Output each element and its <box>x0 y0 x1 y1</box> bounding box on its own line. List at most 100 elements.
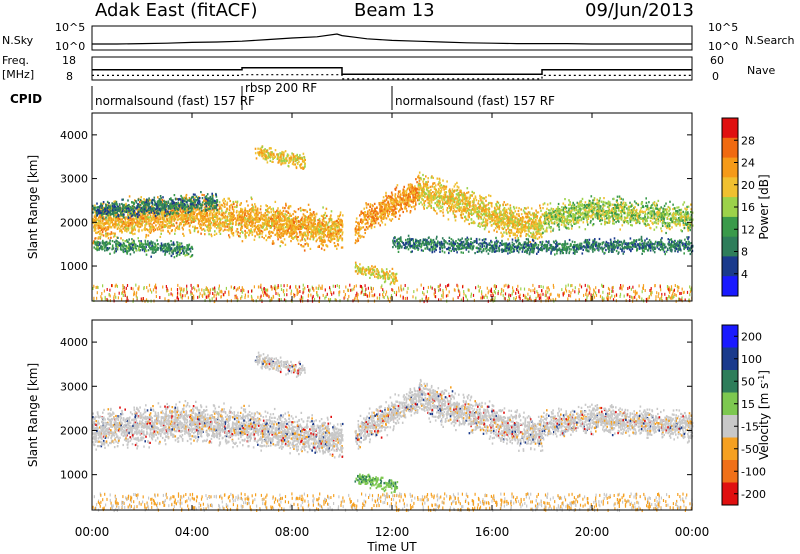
power-cell-0-146 <box>261 236 263 238</box>
power-cell-0-2243 <box>284 207 286 209</box>
power-cell-0-2309 <box>188 219 190 221</box>
power-cell-1-657 <box>114 202 116 204</box>
power-cell-0-1691 <box>268 220 270 222</box>
power-cell-0-1292 <box>189 229 191 231</box>
power-cell-0-2745 <box>110 226 112 228</box>
power-cell-0-1443 <box>272 240 274 242</box>
power-cell-0-2440 <box>285 244 287 246</box>
power-cell-0-1917 <box>214 225 216 227</box>
power-cell-1-516 <box>182 200 184 202</box>
power-cell-3-228 <box>378 222 380 224</box>
power-cell-3-364 <box>394 188 396 190</box>
freq-tick-top: 18 <box>62 54 76 67</box>
power-cell-3-523 <box>355 228 357 230</box>
power-cell-2-268 <box>176 255 178 257</box>
power-cell-0-1051 <box>226 229 228 231</box>
power-cell-1-505 <box>154 200 156 202</box>
power-cell-2-181 <box>149 243 151 245</box>
power-cell-3-520 <box>369 218 371 220</box>
power-cell-0-2130 <box>237 231 239 233</box>
power-cell-4-141 <box>485 226 487 228</box>
power-cell-1-278 <box>102 213 104 215</box>
power-cell-3-519 <box>377 218 379 220</box>
power-cell-1-449 <box>193 198 195 200</box>
power-cell-1-627 <box>105 206 107 208</box>
power-cell-1-363 <box>206 205 208 207</box>
power-cell-4-129 <box>443 215 445 217</box>
noise-line <box>92 34 692 44</box>
power-cell-3-505 <box>412 194 414 196</box>
power-cell-0-2693 <box>122 239 124 241</box>
power-cell-3-196 <box>409 189 411 191</box>
power-cell-1-610 <box>162 207 164 209</box>
power-cell-4-519 <box>448 205 450 207</box>
power-cell-3-52 <box>369 209 371 211</box>
power-cell-0-886 <box>342 231 344 233</box>
power-cell-0-1987 <box>121 231 123 233</box>
power-cell-0-609 <box>109 233 111 235</box>
power-cell-0-2672 <box>331 237 333 239</box>
power-cell-0-2678 <box>310 231 312 233</box>
power-cell-0-2412 <box>215 222 217 224</box>
power-cell-0-2668 <box>214 212 216 214</box>
power-cell-1-220 <box>144 213 146 215</box>
power-cell-2-163 <box>179 254 181 256</box>
power-cell-0-2631 <box>212 213 214 215</box>
power-cell-0-2219 <box>328 237 330 239</box>
power-cell-1-489 <box>214 200 216 202</box>
power-cell-0-2762 <box>184 215 186 217</box>
power-cell-0-162 <box>192 226 194 228</box>
power-cell-2-370 <box>181 248 183 250</box>
power-cell-0-2214 <box>265 212 267 214</box>
power-cell-0-881 <box>114 235 116 237</box>
power-cell-3-463 <box>371 210 373 212</box>
power-cell-0-2611 <box>328 239 330 241</box>
power-cell-3-351 <box>355 234 357 236</box>
power-cell-1-655 <box>171 205 173 207</box>
power-cell-0-2068 <box>260 205 262 207</box>
power-cell-1-533 <box>116 207 118 209</box>
power-cell-0-2509 <box>94 224 96 226</box>
power-cell-0-1707 <box>261 230 263 232</box>
power-cell-4-335 <box>516 207 518 209</box>
power-cell-1-531 <box>128 207 130 209</box>
power-cell-0-1063 <box>107 226 109 228</box>
power-cell-0-2191 <box>162 221 164 223</box>
power-cell-1-242 <box>116 216 118 218</box>
power-cell-0-1859 <box>246 200 248 202</box>
power-cell-4-253 <box>515 210 517 212</box>
power-cell-2-291 <box>173 241 175 243</box>
power-cell-0-2467 <box>214 216 216 218</box>
power-cell-4-350 <box>436 212 438 214</box>
power-cell-0-2245 <box>140 213 142 215</box>
power-cell-0-2224 <box>212 217 214 219</box>
power-cell-0-2494 <box>196 216 198 218</box>
power-cell-0-1801 <box>280 241 282 243</box>
power-cell-4-411 <box>477 225 479 227</box>
power-cell-0-2465 <box>151 226 153 228</box>
power-cell-1-446 <box>122 208 124 210</box>
power-cell-2-349 <box>172 252 174 254</box>
power-cell-0-2457 <box>315 233 317 235</box>
power-cell-1-550 <box>101 214 103 216</box>
power-cell-0-224 <box>108 237 110 239</box>
power-cell-1-58 <box>154 197 156 199</box>
freq-label: Freq. <box>2 54 29 67</box>
power-cell-0-2367 <box>310 248 312 250</box>
power-cell-4-161 <box>525 208 527 210</box>
power-cell-3-513 <box>414 192 416 194</box>
power-cell-4-136 <box>423 183 425 185</box>
power-cell-0-1244 <box>296 220 298 222</box>
power-cell-3-294 <box>374 222 376 224</box>
power-cell-0-2669 <box>223 223 225 225</box>
power-cell-1-514 <box>201 207 203 209</box>
power-cell-0-2427 <box>161 215 163 217</box>
power-cell-0-2359 <box>202 221 204 223</box>
power-cell-4-410 <box>442 208 444 210</box>
power-cell-0-2230 <box>329 218 331 220</box>
power-cell-1-513 <box>99 205 101 207</box>
power-cell-2-438 <box>147 244 149 246</box>
power-cell-0-2580 <box>290 240 292 242</box>
power-cell-1-272 <box>160 197 162 199</box>
power-cell-1-49 <box>212 195 214 197</box>
